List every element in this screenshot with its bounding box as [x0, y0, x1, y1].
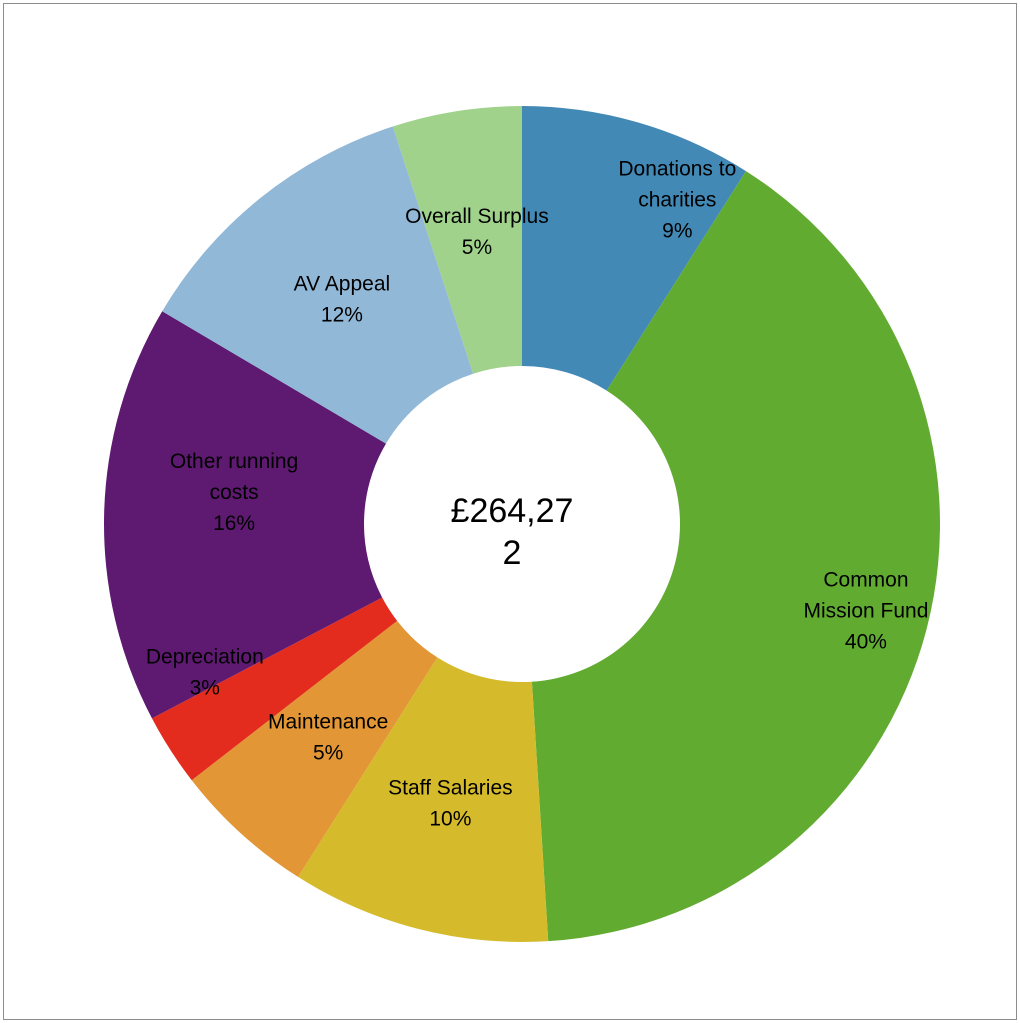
slice-3: [191, 620, 438, 877]
labels-group: Donations to charities 9% Common Mission Fun…: [146, 157, 929, 830]
center-label: £264,27 2: [451, 492, 574, 572]
slice-name-line: charities: [638, 188, 716, 211]
center-label-line-2: 2: [503, 534, 522, 572]
slice-pct-label: 5%: [313, 742, 343, 765]
slice-7: [392, 106, 522, 374]
slice-label-5: Other running costs 16%: [170, 450, 298, 535]
slice-pct-label: 16%: [213, 512, 255, 535]
slice-name-line: Overall Surplus: [405, 205, 549, 228]
slice-label-1: Common Mission Fund 40%: [804, 569, 929, 654]
slice-6: [162, 126, 474, 444]
slice-name-line: Staff Salaries: [388, 776, 513, 799]
slice-5: [104, 311, 387, 719]
slice-name-line: Other running: [170, 450, 298, 473]
slice-pct-label: 9%: [662, 219, 692, 242]
slice-pct-label: 3%: [190, 676, 220, 699]
center-label-line-1: £264,27: [451, 492, 574, 530]
slice-label-6: AV Appeal 12%: [294, 273, 391, 327]
slice-label-3: Maintenance 5%: [268, 711, 388, 765]
slice-name-line: Mission Fund: [804, 600, 929, 623]
slice-name-line: Depreciation: [146, 645, 264, 668]
slice-pct-label: 12%: [321, 304, 363, 327]
slice-label-4: Depreciation 3%: [146, 645, 264, 699]
slice-name-line: costs: [210, 481, 259, 504]
slice-4: [151, 597, 398, 781]
slice-label-0: Donations to charities 9%: [618, 157, 736, 242]
slice-label-2: Staff Salaries 10%: [388, 776, 513, 830]
slice-name-line: AV Appeal: [294, 273, 391, 296]
slice-pct-label: 40%: [845, 631, 887, 654]
slice-name-line: Common: [823, 569, 908, 592]
slice-pct-label: 5%: [462, 236, 492, 259]
slice-2: [298, 657, 549, 942]
slices-group: [104, 106, 940, 942]
slice-name-line: Donations to: [618, 157, 736, 180]
slice-label-7: Overall Surplus 5%: [405, 205, 549, 259]
slice-0: [522, 106, 746, 391]
slice-pct-label: 10%: [429, 807, 471, 830]
slice-1: [531, 171, 940, 942]
slice-name-line: Maintenance: [268, 711, 388, 734]
